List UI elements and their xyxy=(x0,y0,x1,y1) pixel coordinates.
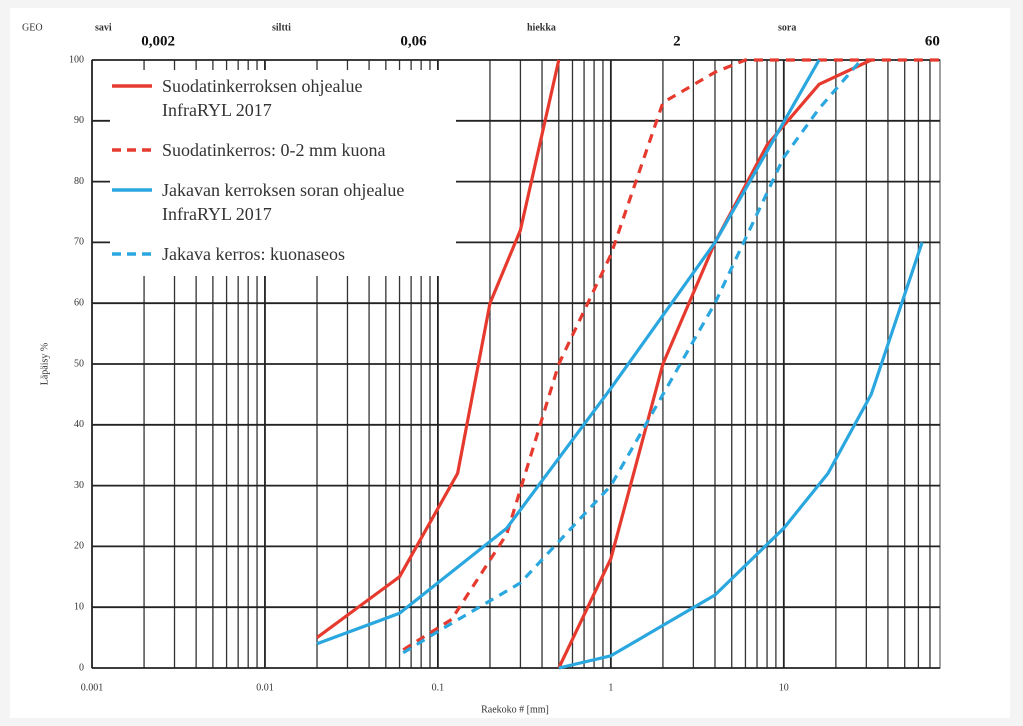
legend-swatch xyxy=(112,188,152,192)
y-tick-label: 80 xyxy=(74,176,84,187)
legend-label: Suodatinkerros: 0-2 mm kuona xyxy=(162,140,386,160)
legend-entry: Suodatinkerros: 0-2 mm kuona xyxy=(110,138,450,162)
legend-label: Suodatinkerroksen ohjealue InfraRYL 2017 xyxy=(162,76,363,120)
legend-swatch xyxy=(112,84,152,88)
legend-entry: Jakavan kerroksen soran ohjealue InfraRY… xyxy=(110,178,450,226)
series-line xyxy=(402,58,863,655)
y-tick-label: 30 xyxy=(74,480,84,491)
legend-label: Jakavan kerroksen soran ohjealue InfraRY… xyxy=(162,180,405,224)
y-tick-label: 0 xyxy=(79,662,84,673)
y-tick-label: 100 xyxy=(69,54,84,65)
y-tick-label: 90 xyxy=(74,115,84,126)
top-tick-label: 0,06 xyxy=(400,33,427,49)
y-axis-title: Läpäisy % xyxy=(39,343,50,386)
legend-swatch xyxy=(112,148,152,152)
series-line xyxy=(316,59,821,646)
legend-entry: Suodatinkerroksen ohjealue InfraRYL 2017 xyxy=(110,74,450,122)
x-axis-title: Raekoko # [mm] xyxy=(481,704,549,715)
legend-swatch xyxy=(112,252,152,256)
lines xyxy=(316,58,940,670)
soil-class: sora xyxy=(778,22,796,33)
series-line xyxy=(316,59,561,639)
y-tick-label: 60 xyxy=(74,297,84,308)
top-tick-label: 60 xyxy=(925,33,940,49)
x-tick-label: 1 xyxy=(608,682,613,693)
legend-entry: Jakava kerros: kuonaseos xyxy=(110,242,450,266)
series-line xyxy=(558,241,924,670)
legend-label: Jakava kerros: kuonaseos xyxy=(162,244,345,264)
soil-class: savi xyxy=(95,22,112,33)
top-tick-label: 0,002 xyxy=(141,33,175,49)
y-tick-label: 20 xyxy=(74,541,84,552)
legend: Suodatinkerroksen ohjealue InfraRYL 2017… xyxy=(110,70,456,276)
x-tick-label: 0.001 xyxy=(81,682,104,693)
y-tick-label: 70 xyxy=(74,237,84,248)
x-tick-label: 10 xyxy=(779,682,789,693)
y-tick-label: 10 xyxy=(74,601,84,612)
y-tick-label: 50 xyxy=(74,358,84,369)
label-geo: GEO xyxy=(22,22,43,33)
soil-class: siltti xyxy=(272,22,291,33)
x-tick-label: 0.1 xyxy=(432,682,445,693)
soil-class: hiekka xyxy=(527,22,556,33)
y-tick-label: 40 xyxy=(74,419,84,430)
top-tick-label: 2 xyxy=(673,33,681,49)
x-tick-label: 0.01 xyxy=(256,682,274,693)
